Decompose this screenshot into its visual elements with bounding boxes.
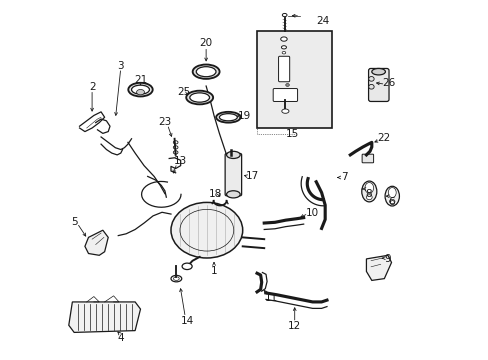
Text: 3: 3 [117,61,124,71]
Ellipse shape [282,51,285,54]
Ellipse shape [364,183,373,193]
Ellipse shape [192,64,219,79]
Ellipse shape [173,277,179,280]
Ellipse shape [128,83,152,96]
Text: 7: 7 [340,172,347,182]
Ellipse shape [226,191,240,198]
Ellipse shape [280,37,286,41]
Text: 18: 18 [209,189,222,199]
Polygon shape [366,255,391,280]
Ellipse shape [361,181,376,202]
Text: 5: 5 [71,217,77,227]
FancyBboxPatch shape [224,153,241,196]
Text: 25: 25 [177,87,190,97]
Text: 13: 13 [173,156,186,166]
Polygon shape [85,230,108,255]
Bar [257,31,332,128]
Text: 19: 19 [237,111,251,121]
Text: 26: 26 [382,78,395,88]
Ellipse shape [131,85,149,94]
Text: 17: 17 [245,171,259,181]
Text: 11: 11 [264,293,278,303]
Ellipse shape [285,84,289,86]
Ellipse shape [281,46,286,49]
Text: 24: 24 [315,17,328,27]
Text: 4: 4 [117,333,124,343]
Polygon shape [69,302,140,332]
Text: 8: 8 [364,189,371,199]
Ellipse shape [186,91,213,104]
FancyBboxPatch shape [273,89,297,102]
FancyBboxPatch shape [278,56,289,82]
Text: 20: 20 [199,38,212,48]
Text: 6: 6 [387,197,394,207]
Text: 14: 14 [180,316,193,326]
Text: 1: 1 [210,266,217,276]
Text: 2: 2 [89,82,95,92]
Text: 15: 15 [285,129,299,139]
Ellipse shape [281,109,288,113]
Ellipse shape [387,188,395,198]
Text: 10: 10 [305,208,319,218]
Ellipse shape [368,85,373,89]
Ellipse shape [171,202,242,258]
Ellipse shape [366,195,371,200]
Ellipse shape [384,186,399,206]
Ellipse shape [216,112,240,123]
Text: 16: 16 [295,90,308,100]
Ellipse shape [171,275,182,282]
Ellipse shape [368,77,373,81]
Ellipse shape [282,13,286,17]
Text: 12: 12 [287,321,301,331]
FancyBboxPatch shape [368,68,388,102]
Ellipse shape [182,263,192,270]
Text: 9: 9 [384,254,390,264]
Ellipse shape [136,89,144,95]
Text: 22: 22 [376,133,389,143]
FancyBboxPatch shape [362,154,373,163]
Ellipse shape [189,93,209,102]
Ellipse shape [219,114,237,121]
Ellipse shape [371,68,385,75]
Text: 21: 21 [134,75,147,85]
Ellipse shape [226,151,240,158]
Ellipse shape [389,199,394,204]
Ellipse shape [196,67,216,77]
Text: 23: 23 [158,117,171,127]
